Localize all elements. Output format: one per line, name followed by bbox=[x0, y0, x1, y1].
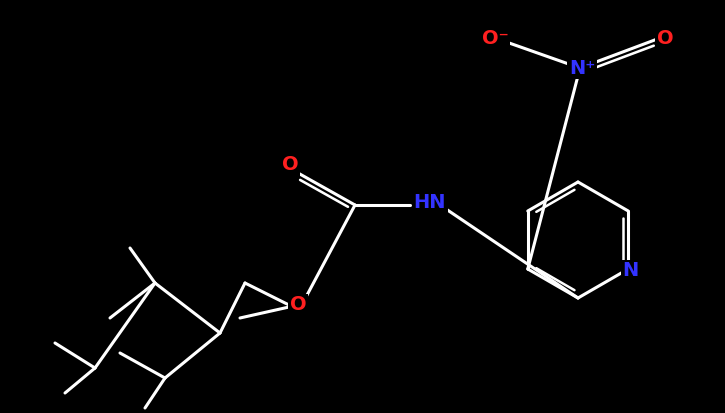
Text: O⁻: O⁻ bbox=[481, 28, 508, 47]
Text: O: O bbox=[282, 156, 298, 175]
Text: N: N bbox=[622, 261, 638, 280]
Text: HN: HN bbox=[414, 194, 447, 213]
Text: N⁺: N⁺ bbox=[569, 59, 595, 78]
Text: O: O bbox=[657, 28, 674, 47]
Text: O: O bbox=[290, 295, 306, 315]
